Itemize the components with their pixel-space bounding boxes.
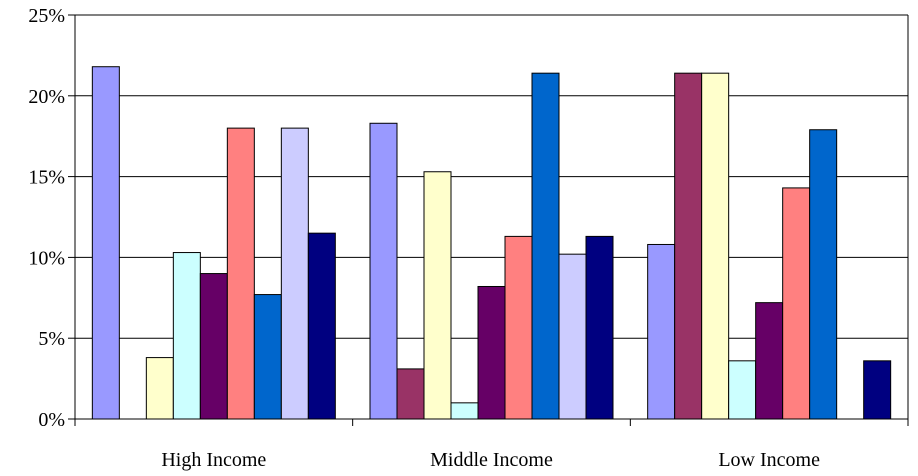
bars <box>91 66 892 420</box>
bar-series-7-middle-income <box>531 72 560 420</box>
y-tick-label: 15% <box>28 167 65 189</box>
bar-series-6-low-income <box>782 187 811 420</box>
bar-series-9-low-income <box>863 360 892 420</box>
bar-series-4-middle-income <box>450 402 479 420</box>
y-axis-tick-labels: 0% 5% 10% 15% 20% 25% <box>28 5 65 431</box>
y-tick-label: 10% <box>28 247 65 269</box>
bar-series-1-middle-income <box>369 122 398 420</box>
bar-series-5-high-income <box>199 273 228 420</box>
bar-series-4-low-income <box>728 360 757 420</box>
bar-series-6-middle-income <box>504 235 533 420</box>
bar-series-2-middle-income <box>396 368 425 420</box>
category-label: High Income <box>161 449 266 471</box>
y-tick-label: 25% <box>28 5 65 27</box>
y-tick-label: 20% <box>28 86 65 108</box>
bar-series-3-high-income <box>145 357 174 420</box>
bar-series-2-low-income <box>674 72 703 420</box>
bar-series-1-high-income <box>91 66 120 420</box>
axes <box>68 14 909 426</box>
bar-series-3-low-income <box>701 72 730 420</box>
category-label: Middle Income <box>430 449 553 471</box>
y-tick-label: 0% <box>38 409 65 431</box>
bar-series-3-middle-income <box>423 171 452 420</box>
x-axis-category-labels: High Income Middle Income Low Income <box>161 449 820 471</box>
bar-series-7-low-income <box>809 129 838 420</box>
bar-series-1-low-income <box>647 243 676 420</box>
bar-series-4-high-income <box>172 252 201 420</box>
category-label: Low Income <box>718 449 820 471</box>
bar-series-8-middle-income <box>558 253 587 420</box>
bar-series-6-high-income <box>226 127 255 420</box>
bar-series-7-high-income <box>253 294 282 420</box>
bar-series-9-middle-income <box>585 235 614 420</box>
bar-series-5-low-income <box>755 302 784 420</box>
bar-series-5-middle-income <box>477 285 506 420</box>
y-tick-label: 5% <box>38 328 65 350</box>
bar-series-9-high-income <box>307 232 336 420</box>
bar-series-8-high-income <box>280 127 309 420</box>
